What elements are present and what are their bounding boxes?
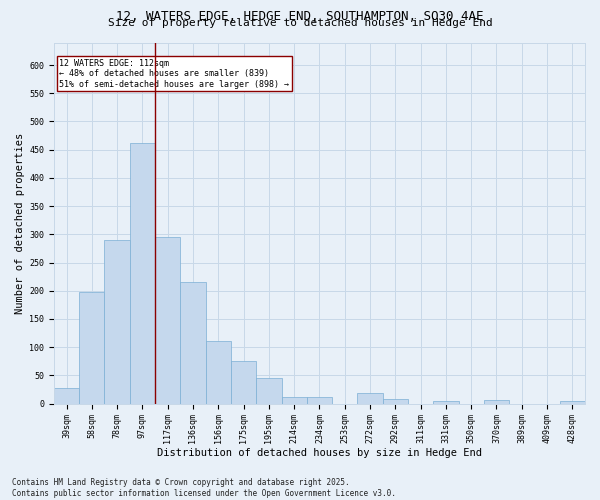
Bar	[484, 400, 509, 404]
Bar	[433, 401, 458, 404]
X-axis label: Distribution of detached houses by size in Hedge End: Distribution of detached houses by size …	[157, 448, 482, 458]
Bar	[181, 282, 206, 404]
Y-axis label: Number of detached properties: Number of detached properties	[15, 132, 25, 314]
Bar	[54, 388, 79, 404]
Bar	[281, 397, 307, 404]
Bar	[104, 240, 130, 404]
Bar	[307, 398, 332, 404]
Bar	[358, 394, 383, 404]
Text: Size of property relative to detached houses in Hedge End: Size of property relative to detached ho…	[107, 18, 493, 28]
Text: Contains HM Land Registry data © Crown copyright and database right 2025.
Contai: Contains HM Land Registry data © Crown c…	[12, 478, 396, 498]
Bar	[231, 362, 256, 404]
Bar	[79, 292, 104, 404]
Bar	[130, 143, 155, 404]
Bar	[256, 378, 281, 404]
Bar	[383, 398, 408, 404]
Text: 12 WATERS EDGE: 112sqm
← 48% of detached houses are smaller (839)
51% of semi-de: 12 WATERS EDGE: 112sqm ← 48% of detached…	[59, 59, 289, 88]
Bar	[560, 401, 585, 404]
Bar	[155, 237, 181, 404]
Bar	[206, 341, 231, 404]
Text: 12, WATERS EDGE, HEDGE END, SOUTHAMPTON, SO30 4AE: 12, WATERS EDGE, HEDGE END, SOUTHAMPTON,…	[116, 10, 484, 23]
